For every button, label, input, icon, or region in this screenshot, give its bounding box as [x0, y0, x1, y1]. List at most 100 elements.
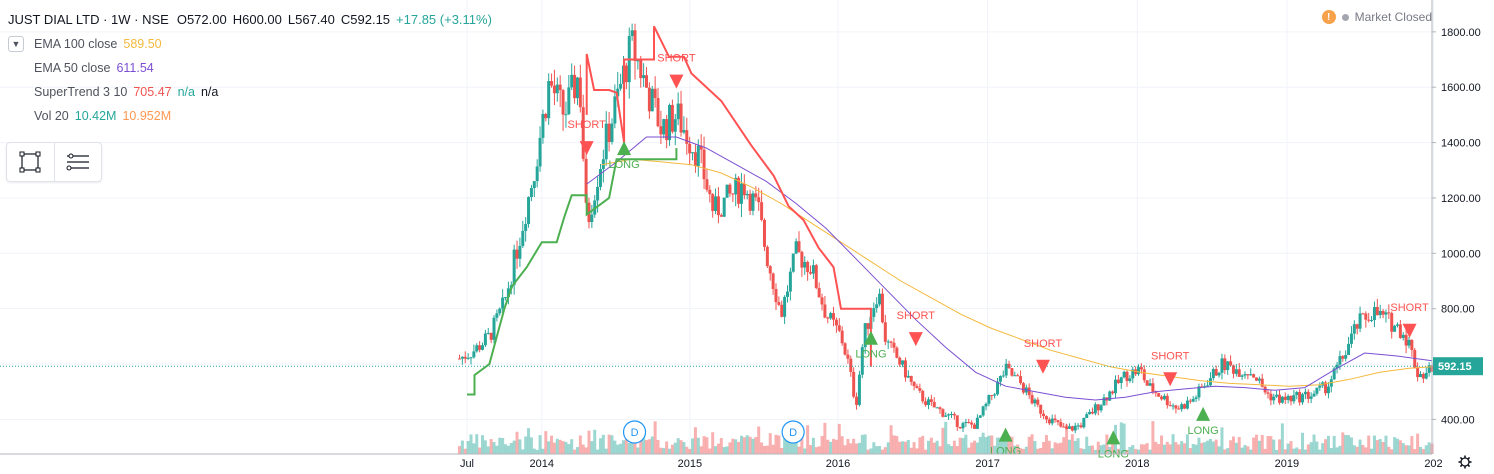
indicator-ema50[interactable]: EMA 50 close 611.54	[8, 56, 492, 80]
candle-body	[469, 357, 473, 359]
indicator-value-3: n/a	[200, 85, 219, 99]
candle-body	[990, 395, 994, 397]
volume-bar	[647, 439, 651, 454]
dividend-circle	[622, 420, 647, 444]
candle-body	[633, 30, 637, 61]
candle-body	[1372, 306, 1376, 321]
short-label: SHORT	[1024, 338, 1063, 350]
candle-body	[1007, 363, 1011, 369]
status-dot-icon	[1341, 13, 1349, 21]
candle-body	[532, 181, 536, 189]
volume-bar	[1134, 448, 1138, 454]
volume-bar	[975, 442, 979, 454]
volume-bar	[1367, 435, 1371, 454]
select-area-button[interactable]	[7, 143, 54, 181]
volume-bar	[693, 427, 697, 454]
dividend-marker[interactable]: D	[781, 420, 805, 444]
gear-tooth	[1467, 464, 1471, 468]
candle-body	[673, 119, 677, 132]
volume-bar	[886, 442, 890, 454]
volume-bar	[1090, 445, 1094, 454]
candle-body	[639, 60, 643, 79]
volume-bar	[949, 445, 953, 454]
volume-bar	[958, 437, 962, 454]
volume-bar	[1191, 443, 1195, 454]
candle-body	[1194, 397, 1198, 400]
volume-bar	[538, 435, 542, 454]
candle-body	[1393, 325, 1397, 332]
candle-body	[535, 166, 539, 182]
volume-bar	[929, 437, 933, 454]
candle-body	[457, 358, 461, 360]
volume-bar	[1229, 440, 1233, 454]
candle-body	[1053, 418, 1057, 421]
gear-icon[interactable]	[1458, 455, 1472, 469]
collapse-legend-button[interactable]: ▼	[8, 36, 24, 52]
volume-bar	[814, 447, 818, 454]
indicator-ema100[interactable]: ▼ EMA 100 close 589.50	[8, 32, 492, 56]
volume-bar	[512, 440, 516, 454]
indicator-supertrend[interactable]: SuperTrend 3 10 705.47 n/a n/a	[8, 80, 492, 104]
candle-body	[1096, 404, 1100, 411]
candle-body	[800, 251, 804, 268]
candle-body	[1364, 313, 1368, 320]
candle-body	[550, 81, 554, 86]
volume-bar	[806, 425, 810, 454]
volume-bar	[532, 448, 536, 454]
volume-bar	[855, 443, 859, 454]
chevron-down-icon: ▼	[11, 39, 21, 49]
candle-body	[926, 399, 930, 405]
candle-body	[1157, 393, 1161, 397]
volume-bar	[1257, 440, 1261, 454]
indicator-name: SuperTrend 3 10	[34, 85, 128, 99]
volume-bars	[457, 421, 1434, 454]
status-label: Market Closed	[1354, 10, 1432, 24]
volume-bar	[1079, 448, 1083, 454]
settings-lines-button[interactable]	[53, 143, 102, 181]
candle-body	[498, 308, 502, 314]
candle-body	[541, 113, 545, 138]
candle-body	[725, 184, 729, 198]
dividend-marker[interactable]: D	[622, 420, 647, 444]
short-arrow-icon	[908, 332, 923, 347]
candle-body	[1116, 379, 1120, 384]
candle-body	[529, 188, 533, 198]
candle-body	[803, 261, 807, 268]
volume-bar	[785, 437, 789, 454]
volume-bar	[1355, 446, 1359, 454]
volume-bar	[1053, 442, 1057, 454]
volume-bar	[944, 421, 948, 454]
candle-body	[719, 215, 723, 217]
low-value: L567.40	[287, 12, 335, 27]
candle-body	[984, 403, 988, 407]
volume-bar	[558, 439, 562, 454]
time-axis[interactable]: Jul 2014 2015 2016 2017 2018 2019 202	[0, 453, 1472, 470]
volume-bar	[1194, 444, 1198, 454]
candle-body	[653, 88, 657, 99]
candle-body	[1413, 350, 1417, 368]
volume-bar	[843, 445, 847, 454]
volume-bar	[601, 434, 605, 454]
candle-body	[1073, 425, 1077, 431]
volume-bar	[1309, 442, 1313, 454]
candle-body	[693, 152, 697, 167]
warning-icon[interactable]: !	[1321, 10, 1336, 24]
indicator-volume[interactable]: Vol 20 10.42M 10.952M	[8, 104, 492, 128]
long-arrow-icon	[617, 141, 632, 156]
volume-bar	[880, 449, 884, 454]
indicator-value-2: n/a	[177, 85, 195, 99]
candle-body	[1102, 397, 1106, 406]
candle-body	[1358, 313, 1362, 329]
volume-bar	[777, 435, 781, 454]
candle-body	[1418, 373, 1422, 378]
candle-body	[788, 271, 792, 292]
volume-bar	[1183, 443, 1187, 454]
price-axis[interactable]: 400.00600.00800.001000.001200.001400.001…	[1431, 0, 1483, 454]
candle-body	[1214, 369, 1218, 376]
volume-bar	[1007, 435, 1011, 454]
candle-body	[1016, 375, 1020, 377]
candle-body	[1318, 385, 1322, 388]
candle-body	[564, 114, 568, 116]
volume-bar	[728, 442, 732, 454]
